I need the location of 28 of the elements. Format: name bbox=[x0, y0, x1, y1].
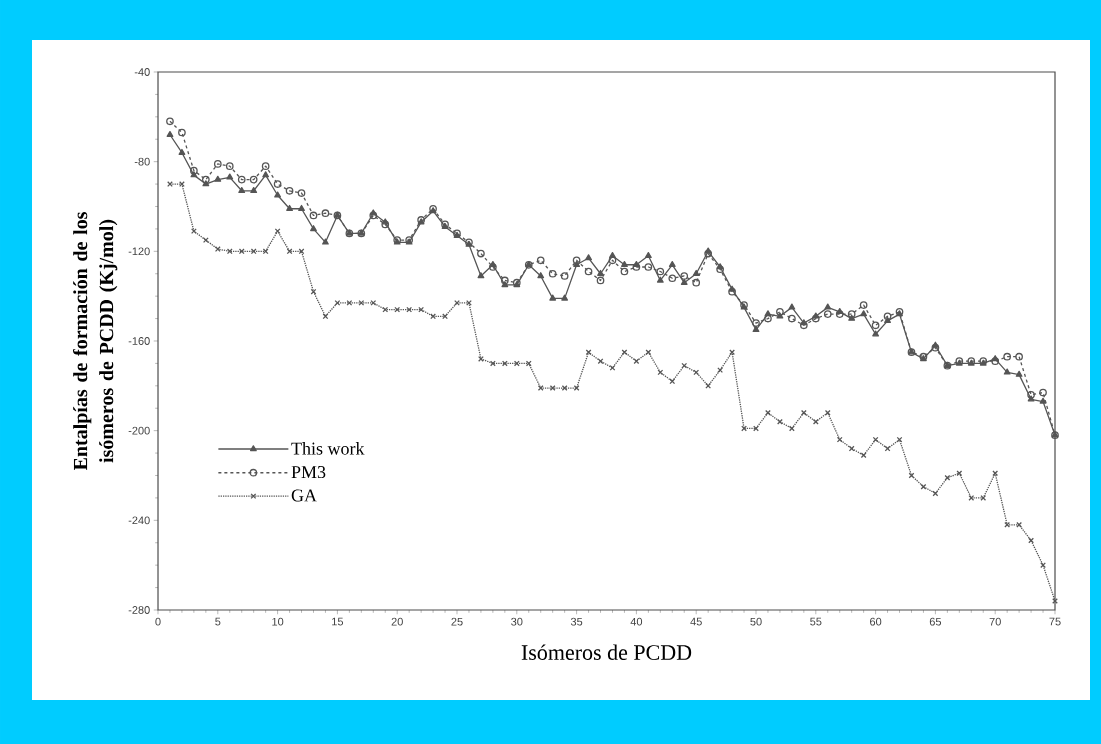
x-tick-label: 60 bbox=[870, 617, 882, 626]
y-tick-label: -40 bbox=[134, 68, 150, 76]
x-tick-label: 25 bbox=[451, 617, 463, 626]
x-tick-label: 65 bbox=[929, 617, 942, 626]
x-tick-label: 70 bbox=[989, 617, 1001, 626]
x-tick-label: 5 bbox=[215, 617, 221, 626]
x-tick-label: 35 bbox=[570, 617, 583, 626]
y-tick-label: -80 bbox=[134, 157, 150, 166]
x-axis-title: Isómeros de PCDD bbox=[521, 644, 692, 660]
y-axis-title: Entalpías de formación de los isómeros de PCDD (Kj/mol) bbox=[72, 212, 118, 471]
legend-label: PM3 bbox=[291, 466, 326, 479]
x-tick-label: 75 bbox=[1049, 617, 1061, 626]
y-tick-label: -280 bbox=[128, 606, 150, 614]
x-tick-label: 55 bbox=[810, 617, 822, 626]
x-tick-label: 15 bbox=[332, 617, 344, 626]
x-tick-label: 0 bbox=[155, 617, 161, 626]
y-tick-label: -200 bbox=[128, 426, 150, 435]
y-tick-label: -240 bbox=[128, 516, 150, 525]
x-tick-label: 30 bbox=[511, 617, 523, 626]
x-tick-label: 45 bbox=[690, 617, 702, 626]
y-tick-label: -120 bbox=[128, 247, 150, 256]
x-tick-label: 40 bbox=[630, 617, 643, 626]
y-tick-label: -160 bbox=[128, 337, 150, 345]
legend-label: GA bbox=[291, 489, 317, 502]
x-tick-label: 20 bbox=[391, 617, 403, 626]
x-tick-label: 50 bbox=[750, 617, 762, 626]
x-tick-label: 10 bbox=[272, 617, 284, 626]
legend-label: This work bbox=[291, 442, 365, 455]
